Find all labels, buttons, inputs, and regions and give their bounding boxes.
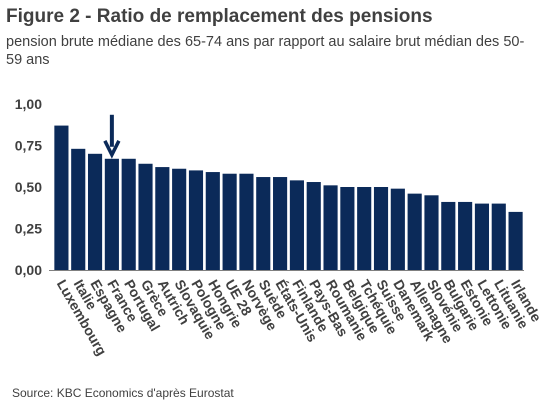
bar — [138, 163, 153, 270]
bar — [458, 201, 473, 270]
bar — [474, 203, 490, 270]
bar — [491, 203, 506, 270]
bar — [508, 211, 523, 270]
chart-subtitle: pension brute médiane des 65-74 ans par … — [6, 34, 525, 68]
chart-title: Figure 2 - Ratio de remplacement des pen… — [6, 6, 433, 27]
y-tick-label: 1,00 — [15, 96, 42, 112]
bar — [155, 167, 170, 270]
bar — [441, 201, 456, 270]
bar — [121, 158, 136, 270]
annotation — [103, 114, 121, 159]
bar — [222, 173, 237, 270]
y-tick-label: 0,75 — [15, 138, 42, 154]
bar — [340, 187, 355, 270]
bar — [306, 182, 321, 270]
x-axis-labels: LuxembourgItalieEspagneFrancePortugalGrè… — [54, 277, 542, 358]
bar — [256, 177, 271, 270]
bar — [323, 185, 338, 270]
bar — [104, 158, 119, 270]
bar — [407, 193, 422, 270]
bar — [373, 187, 389, 270]
bar — [188, 170, 204, 270]
bar — [390, 188, 405, 270]
y-tick-label: 0,25 — [15, 221, 42, 237]
bar — [424, 195, 439, 270]
bar — [172, 168, 187, 270]
bar — [87, 153, 103, 270]
bar-chart: 0,00 0,25 0,50 0,75 1,00 LuxembourgItalieEsp… — [15, 96, 542, 358]
bar — [54, 125, 69, 270]
bar — [357, 187, 372, 270]
bar — [289, 180, 304, 270]
bar — [71, 148, 86, 270]
bar — [239, 173, 254, 270]
source-note: Source: KBC Economics d'après Eurostat — [12, 386, 234, 400]
arrow-head-icon — [103, 139, 121, 159]
y-tick-label: 0,00 — [15, 262, 42, 278]
bar — [205, 172, 220, 270]
y-axis: 0,00 0,25 0,50 0,75 1,00 — [15, 96, 42, 278]
bar — [273, 177, 288, 270]
y-tick-label: 0,50 — [15, 179, 42, 195]
bars — [54, 125, 523, 270]
